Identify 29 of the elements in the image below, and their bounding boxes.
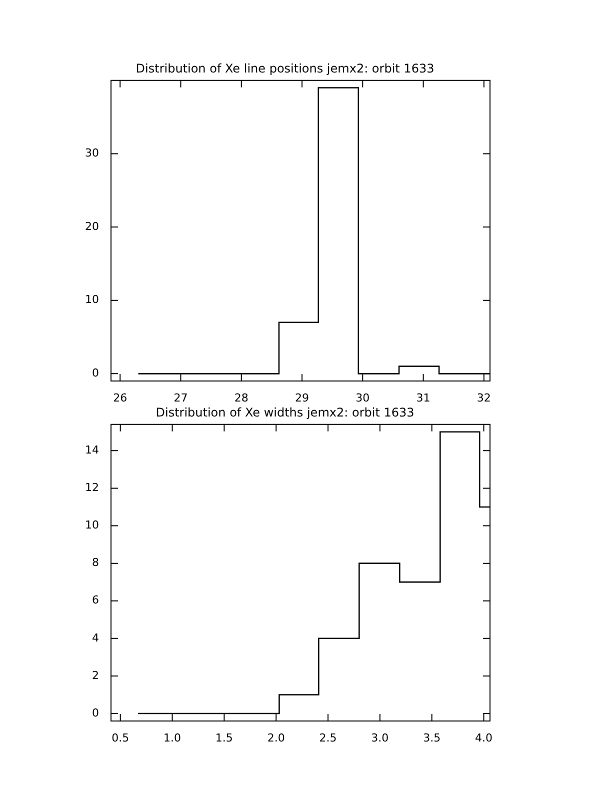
x-tick-label: 30 [356,391,370,404]
y-tick-label: 12 [85,481,99,494]
x-tick-label: 28 [234,391,248,404]
x-tick-label: 2.5 [319,731,337,744]
chart-title: Distribution of Xe line positions jemx2: orbit 1633 [136,61,434,76]
x-tick-label: 3.0 [371,731,389,744]
x-tick-label: 3.5 [423,731,441,744]
y-tick-label: 8 [92,556,99,570]
x-tick-label: 4.0 [475,731,493,744]
x-tick-label: 29 [295,391,310,404]
x-tick-label: 2.0 [267,731,285,744]
x-tick-label: 1.0 [164,731,182,744]
x-tick-label: 31 [416,391,430,404]
y-tick-label: 30 [85,146,99,160]
y-tick-label: 20 [85,220,99,233]
x-tick-label: 32 [476,391,491,404]
y-tick-label: 0 [92,706,99,720]
chart-title: Distribution of Xe widths jemx2: orbit 1633 [156,405,414,420]
x-tick-label: 0.5 [112,731,130,744]
x-tick-label: 1.5 [215,731,233,744]
y-tick-label: 14 [85,444,99,457]
y-tick-label: 2 [92,668,99,682]
y-tick-label: 10 [85,518,99,532]
y-tick-label: 4 [92,631,99,644]
y-tick-label: 6 [92,594,99,607]
x-tick-label: 27 [174,391,188,404]
y-tick-label: 10 [85,293,99,306]
x-tick-label: 26 [113,391,128,404]
y-tick-label: 0 [92,366,99,380]
